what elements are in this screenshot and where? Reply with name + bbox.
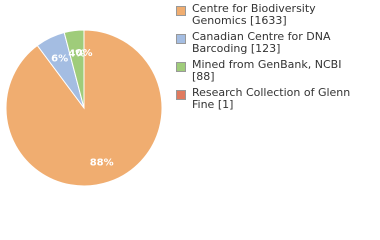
legend-swatch bbox=[176, 90, 186, 100]
slice-label: 0% bbox=[76, 48, 93, 59]
legend-swatch bbox=[176, 6, 186, 16]
legend: Centre for Biodiversity Genomics [1633] C… bbox=[172, 3, 372, 115]
slice-label: 88% bbox=[90, 157, 114, 168]
slice-label: 6% bbox=[51, 53, 68, 64]
legend-swatch bbox=[176, 34, 186, 44]
chart: 88% 6% 4%0% bbox=[5, 29, 163, 187]
legend-label: Research Collection of Glenn Fine [1] bbox=[192, 86, 351, 111]
legend-swatch bbox=[176, 62, 186, 72]
legend-item: Centre for Biodiversity Genomics [1633] bbox=[172, 3, 352, 27]
pie-slice bbox=[5, 29, 163, 187]
legend-label: Mined from GenBank, NCBI [88] bbox=[192, 58, 342, 83]
legend-label: Canadian Centre for DNA Barcoding [123] bbox=[192, 30, 331, 55]
legend-item: Mined from GenBank, NCBI [88] bbox=[172, 59, 352, 83]
legend-item: Canadian Centre for DNA Barcoding [123] bbox=[172, 31, 352, 55]
legend-item: Research Collection of Glenn Fine [1] bbox=[172, 87, 352, 111]
slice-label: 4% bbox=[68, 48, 85, 59]
legend-label: Centre for Biodiversity Genomics [1633] bbox=[192, 2, 316, 27]
